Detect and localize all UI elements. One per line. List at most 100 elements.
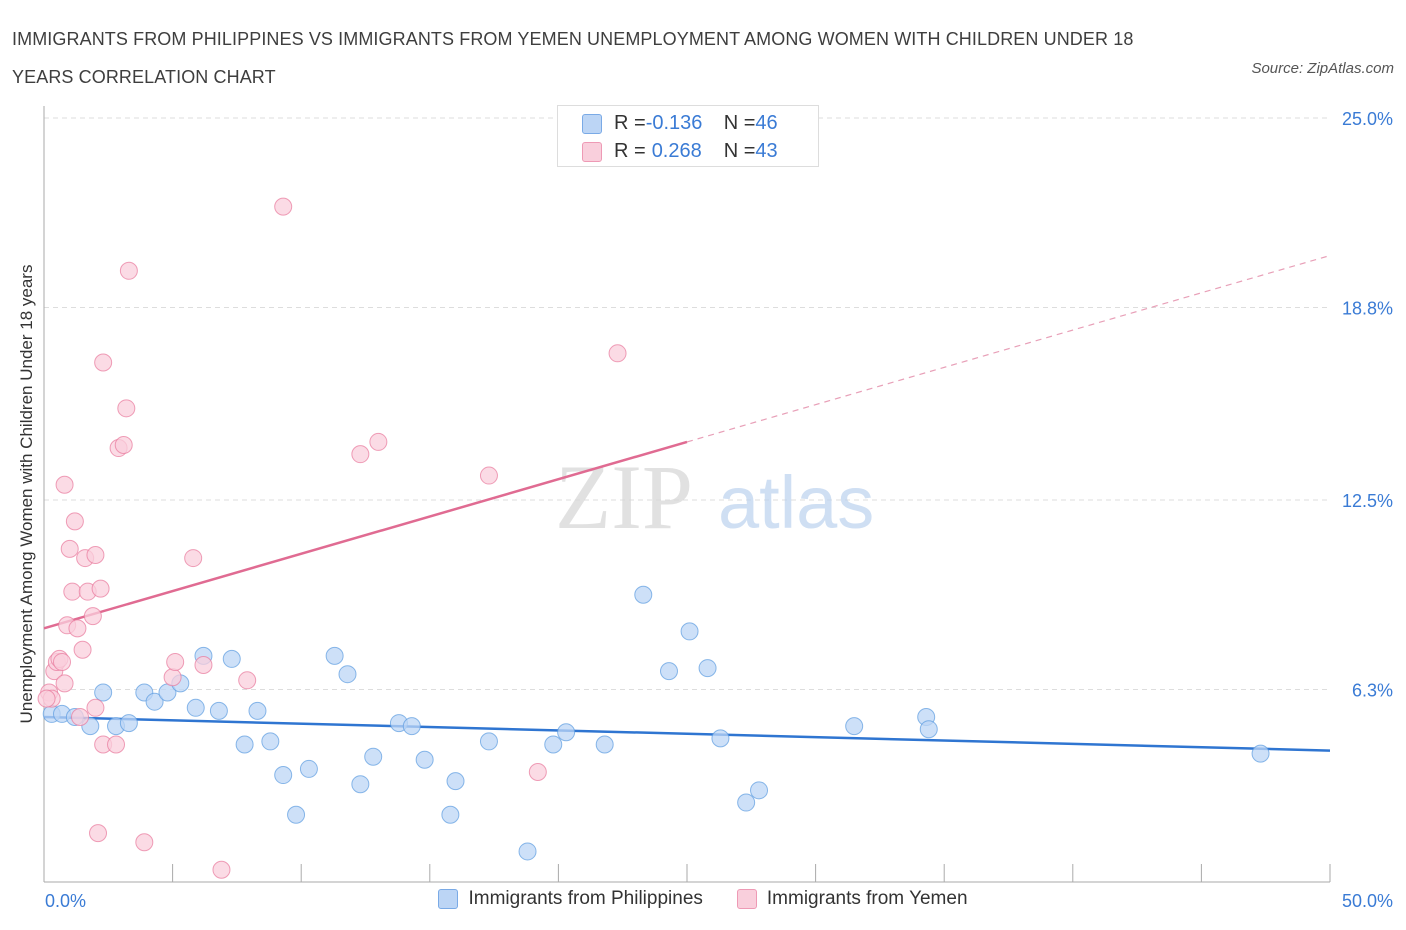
watermark-zip: ZIP (555, 446, 693, 548)
point-yemen (65, 512, 84, 531)
point-philippines (402, 717, 421, 736)
point-yemen (238, 671, 257, 690)
point-yemen (194, 656, 213, 675)
point-yemen (184, 549, 203, 568)
point-yemen (37, 689, 56, 708)
n-label: N = (723, 140, 756, 162)
stats-row-philippines: R = -0.136 N = 46 (582, 112, 778, 135)
x-tick-label: 0.0% (45, 891, 86, 911)
watermark-atlas: atlas (718, 461, 874, 544)
y-tick-label: 25.0% (1342, 109, 1393, 129)
point-philippines (222, 649, 241, 668)
point-philippines (351, 775, 370, 794)
point-philippines (750, 781, 769, 800)
grid-lines (44, 117, 1330, 690)
point-yemen (94, 353, 113, 372)
point-philippines (711, 729, 730, 748)
point-philippines (261, 732, 280, 751)
yemen-swatch (582, 141, 602, 162)
data-points (37, 197, 1270, 879)
point-philippines (364, 747, 383, 766)
point-yemen (135, 833, 154, 852)
point-yemen (73, 640, 92, 659)
watermark: ZIP atlas (555, 446, 874, 548)
n-value: 46 (755, 112, 778, 134)
tick-labels: 6.3% 12.5% 18.8% 25.0% 0.0% 50.0% (45, 109, 1393, 911)
point-yemen (528, 762, 547, 781)
n-label: N = (723, 112, 756, 134)
y-tick-label: 12.5% (1342, 491, 1393, 511)
point-philippines (845, 717, 864, 736)
point-philippines (441, 805, 460, 824)
point-philippines (415, 750, 434, 769)
point-yemen (86, 698, 105, 717)
point-yemen (163, 668, 182, 687)
point-philippines (94, 683, 113, 702)
n-value: 43 (755, 140, 778, 162)
point-yemen (107, 735, 126, 754)
point-yemen (117, 399, 136, 418)
point-philippines (325, 646, 344, 665)
point-philippines (919, 720, 938, 739)
legend-item-philippines[interactable]: Immigrants from Philippines (438, 888, 703, 910)
point-yemen (274, 197, 293, 216)
point-yemen (119, 261, 138, 280)
point-philippines (557, 723, 576, 742)
point-yemen (83, 607, 102, 626)
x-tick-label: 50.0% (1342, 891, 1393, 911)
legend-item-yemen[interactable]: Immigrants from Yemen (736, 888, 968, 910)
point-philippines (1251, 744, 1270, 763)
source-note: Source: ZipAtlas.com (1251, 60, 1394, 77)
point-yemen (55, 674, 74, 693)
stats-legend: R = -0.136 N = 46 R = 0.268 N = 43 (557, 105, 819, 167)
point-yemen (212, 860, 231, 879)
r-value: 0.268 (651, 140, 702, 162)
point-philippines (119, 714, 138, 733)
point-philippines (446, 772, 465, 791)
point-yemen (60, 539, 79, 558)
point-philippines (209, 701, 228, 720)
y-tick-label: 18.8% (1342, 298, 1393, 318)
series-legend: Immigrants from Philippines Immigrants f… (0, 888, 1406, 910)
point-yemen (53, 652, 72, 671)
point-philippines (595, 735, 614, 754)
trend-line-philippines (43, 715, 1331, 752)
point-philippines (680, 622, 699, 641)
point-yemen (479, 466, 498, 485)
point-yemen (63, 582, 82, 601)
point-philippines (338, 665, 357, 684)
point-philippines (274, 766, 293, 785)
trend-line-yemen (43, 440, 688, 630)
chart-title: IMMIGRANTS FROM PHILIPPINES VS IMMIGRANT… (12, 29, 1134, 87)
point-philippines (634, 585, 653, 604)
r-value: -0.136 (645, 112, 703, 134)
y-tick-label: 6.3% (1352, 680, 1393, 700)
point-yemen (369, 432, 388, 451)
philippines-swatch (582, 113, 602, 134)
legend-label-yemen: Immigrants from Yemen (766, 888, 968, 909)
point-philippines (186, 698, 205, 717)
axes (43, 106, 1331, 883)
point-philippines (299, 759, 318, 778)
trend-line-yemen-extension (686, 254, 1331, 443)
point-philippines (698, 659, 717, 678)
point-philippines (544, 735, 563, 754)
point-philippines (287, 805, 306, 824)
point-yemen (89, 824, 108, 843)
point-yemen (55, 475, 74, 494)
point-philippines (659, 662, 678, 681)
point-philippines (479, 732, 498, 751)
point-philippines (248, 701, 267, 720)
point-yemen (166, 652, 185, 671)
point-yemen (351, 445, 370, 464)
point-yemen (68, 619, 87, 638)
point-philippines (235, 735, 254, 754)
philippines-legend-swatch (438, 889, 459, 909)
point-philippines (737, 793, 756, 812)
point-yemen (608, 344, 627, 363)
point-yemen (114, 435, 133, 454)
stats-row-yemen: R = 0.268 N = 43 (582, 140, 778, 163)
r-label: R = (614, 140, 646, 162)
point-yemen (71, 707, 90, 726)
